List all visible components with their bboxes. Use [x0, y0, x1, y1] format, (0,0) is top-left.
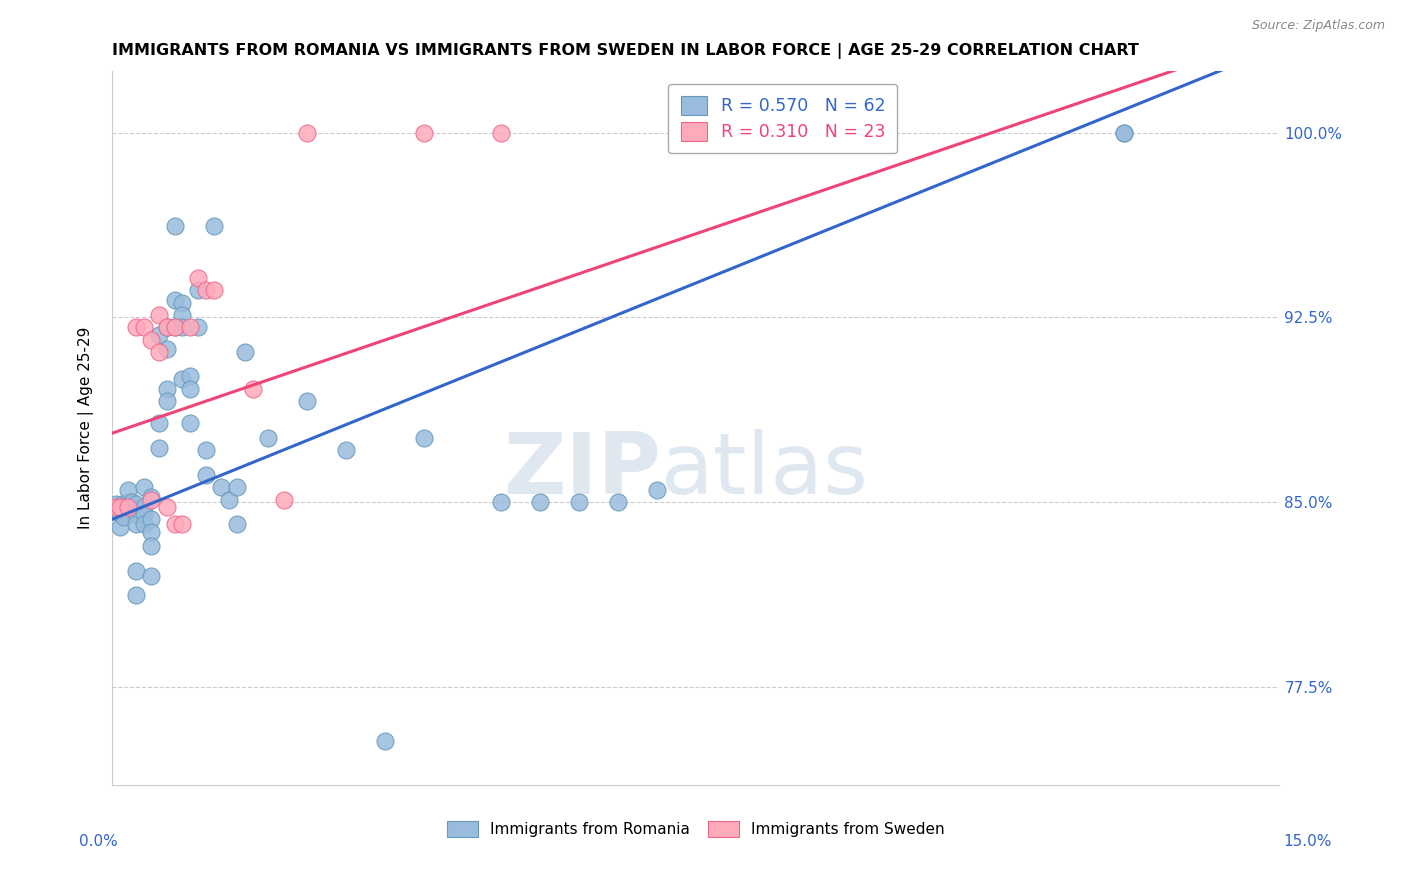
Point — [194, 284, 217, 298]
Point — [148, 416, 170, 430]
Text: ZIP: ZIP — [503, 429, 661, 513]
Point — [163, 320, 186, 334]
Point — [112, 509, 135, 524]
Point — [112, 502, 135, 516]
Point — [187, 320, 209, 334]
Point — [163, 293, 186, 308]
Text: 0.0%: 0.0% — [79, 834, 118, 848]
Point — [226, 517, 249, 532]
Point — [218, 492, 240, 507]
Point — [110, 500, 132, 514]
Point — [156, 320, 179, 334]
Point — [141, 490, 163, 504]
Legend: Immigrants from Romania, Immigrants from Sweden: Immigrants from Romania, Immigrants from… — [440, 814, 952, 845]
Point — [202, 219, 225, 234]
Point — [156, 394, 179, 409]
Point — [172, 320, 194, 334]
Point — [645, 483, 668, 497]
Point — [141, 512, 163, 526]
Point — [172, 308, 194, 322]
Point — [141, 524, 163, 539]
Point — [491, 495, 513, 509]
Point — [568, 495, 591, 509]
Y-axis label: In Labor Force | Age 25-29: In Labor Force | Age 25-29 — [77, 327, 94, 529]
Point — [179, 320, 201, 334]
Text: atlas: atlas — [661, 429, 869, 513]
Point — [141, 539, 163, 553]
Point — [132, 508, 155, 522]
Point — [117, 495, 139, 509]
Point — [172, 517, 194, 532]
Point — [125, 498, 148, 512]
Point — [111, 498, 134, 512]
Point — [273, 492, 295, 507]
Point — [148, 344, 170, 359]
Point — [117, 500, 139, 514]
Point — [156, 343, 179, 357]
Point — [491, 126, 513, 140]
Point — [1112, 126, 1135, 140]
Point — [132, 480, 155, 494]
Point — [607, 495, 630, 509]
Point — [412, 431, 434, 445]
Point — [163, 219, 186, 234]
Point — [412, 126, 434, 140]
Point — [529, 495, 551, 509]
Point — [141, 569, 163, 583]
Point — [172, 295, 194, 310]
Point — [156, 382, 179, 396]
Point — [374, 733, 396, 747]
Point — [141, 492, 163, 507]
Point — [125, 517, 148, 532]
Point — [172, 372, 194, 386]
Point — [295, 394, 318, 409]
Point — [156, 320, 179, 334]
Point — [242, 382, 264, 396]
Point — [110, 519, 132, 533]
Point — [148, 308, 170, 322]
Point — [125, 589, 148, 603]
Point — [295, 126, 318, 140]
Point — [132, 320, 155, 334]
Point — [148, 441, 170, 455]
Point — [156, 500, 179, 514]
Point — [132, 517, 155, 532]
Point — [194, 467, 217, 482]
Point — [132, 500, 155, 514]
Point — [335, 443, 357, 458]
Point — [202, 284, 225, 298]
Point — [1112, 126, 1135, 140]
Point — [187, 284, 209, 298]
Point — [141, 333, 163, 347]
Point — [105, 498, 128, 512]
Point — [163, 517, 186, 532]
Point — [209, 480, 232, 494]
Point — [257, 431, 280, 445]
Text: Source: ZipAtlas.com: Source: ZipAtlas.com — [1251, 19, 1385, 31]
Text: IMMIGRANTS FROM ROMANIA VS IMMIGRANTS FROM SWEDEN IN LABOR FORCE | AGE 25-29 COR: IMMIGRANTS FROM ROMANIA VS IMMIGRANTS FR… — [112, 43, 1139, 59]
Point — [233, 344, 256, 359]
Point — [179, 369, 201, 384]
Point — [194, 443, 217, 458]
Point — [110, 508, 132, 522]
Point — [117, 483, 139, 497]
Point — [179, 416, 201, 430]
Point — [121, 495, 143, 509]
Text: 15.0%: 15.0% — [1284, 834, 1331, 848]
Point — [226, 480, 249, 494]
Point — [187, 271, 209, 285]
Point — [179, 382, 201, 396]
Point — [163, 320, 186, 334]
Point — [125, 508, 148, 522]
Point — [125, 564, 148, 578]
Point — [105, 500, 128, 514]
Point — [148, 327, 170, 342]
Point — [125, 320, 148, 334]
